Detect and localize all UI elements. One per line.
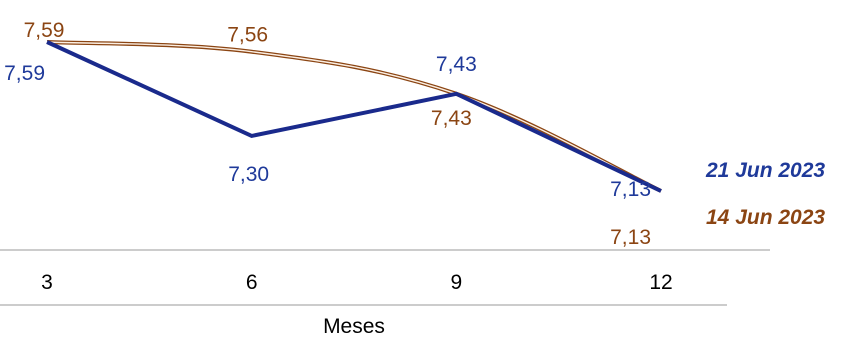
series-14-jun-2023-value-label: 7,59 [24,19,65,42]
series-21-jun-2023-value-label: 7,13 [610,178,651,201]
legend-label-14-jun-2023: 14 Jun 2023 [706,206,825,229]
x-axis-title: Meses [323,315,385,338]
series-21-jun-2023-value-label: 7,43 [436,53,477,76]
series-21-jun-2023-value-label: 7,30 [228,163,269,186]
series-14-jun-2023-value-label: 7,56 [227,24,268,47]
series-21-jun-2023-value-label: 7,59 [4,62,45,85]
plot-area: 7,59 7,30 7,43 7,13 7,59 7,56 7,43 7,13 21 Jun 2… [4,19,825,249]
series-line-21-jun-2023 [46,40,662,193]
x-tick-labels: 3 6 9 12 [41,271,673,294]
series-14-jun-2023-value-label: 7,13 [610,226,651,249]
x-tick-label: 3 [41,271,53,294]
legend-label-21-jun-2023: 21 Jun 2023 [705,159,825,182]
x-tick-label: 9 [450,271,462,294]
x-tick-label: 6 [246,271,258,294]
series-line-14-jun-2023-inner [46,41,662,192]
series-14-jun-2023-value-label: 7,43 [431,107,472,130]
x-tick-label: 12 [649,271,672,294]
